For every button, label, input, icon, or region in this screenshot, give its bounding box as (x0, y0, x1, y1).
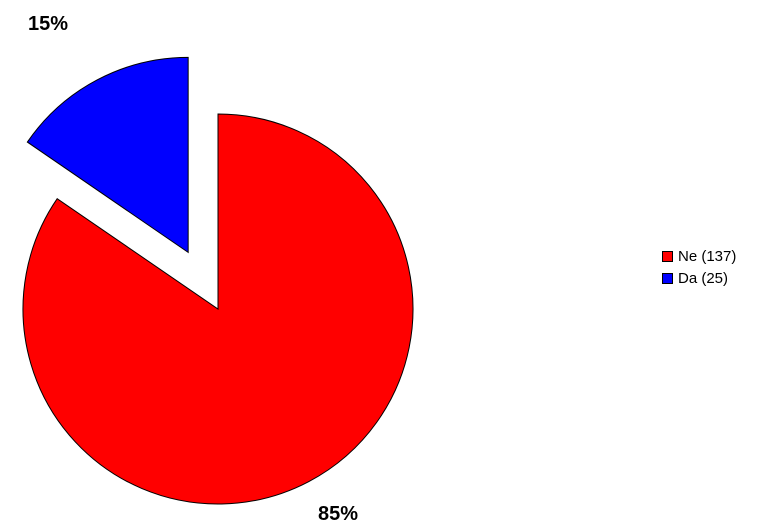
data-label-ne: 85% (318, 503, 358, 522)
chart-legend: Ne (137) Da (25) (662, 246, 736, 290)
pie-slices (22, 56, 414, 505)
legend-label-ne: Ne (137) (678, 247, 737, 265)
pie-slice-da (26, 56, 189, 254)
legend-item-da: Da (25) (662, 268, 736, 288)
legend-label-da: Da (25) (678, 269, 729, 287)
pie-slice-ne (22, 113, 414, 505)
legend-item-ne: Ne (137) (662, 246, 736, 266)
legend-swatch-ne (662, 250, 673, 262)
data-label-da: 15% (28, 13, 68, 35)
legend-swatch-da (662, 272, 673, 284)
